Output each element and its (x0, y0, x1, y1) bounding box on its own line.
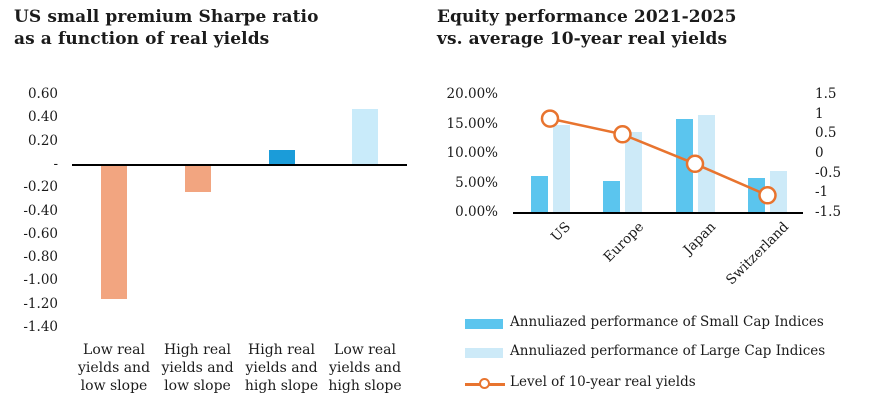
sharpe-y-axis-tick: -1.20 (23, 295, 58, 312)
legend-item: Annuliazed performance of Large Cap Indi… (465, 341, 865, 365)
sharpe-x-axis-label-line: yields and (161, 360, 234, 376)
sharpe-bar (352, 109, 378, 165)
sharpe-y-axis-tick: - (53, 155, 58, 172)
equity-left-y-axis-tick: 0.00% (455, 204, 498, 220)
legend-bar-swatch (465, 319, 503, 329)
equity-bar-large-cap (625, 131, 642, 212)
sharpe-x-axis-label-line: Low real (83, 342, 145, 358)
equity-x-axis-label: Japan (680, 219, 720, 258)
legend-label: Level of 10-year real yields (510, 374, 696, 390)
equity-left-y-axis-tick: 15.00% (446, 115, 498, 132)
sharpe-y-axis-tick: -1.40 (23, 319, 58, 335)
equity-bar-small-cap (603, 180, 620, 212)
legend-line-marker-icon (479, 378, 490, 389)
sharpe-y-axis-tick: 0.20 (27, 132, 58, 149)
sharpe-title-line-2: as a function of real yields (14, 29, 270, 49)
equity-left-y-axis-tick: 10.00% (446, 145, 498, 161)
sharpe-x-axis-label: Low real yields and low slope (69, 341, 159, 395)
sharpe-ratio-chart: US small premium Sharpe ratio as a funct… (0, 0, 430, 415)
sharpe-x-axis-label-line: high slope (328, 378, 402, 394)
sharpe-x-axis-label-line: Low real (334, 342, 396, 358)
sharpe-plot-area: 0.60 0.40 0.20 - -0.20 -0.40 -0.60 -0.80 -1.00 -1… (0, 0, 430, 415)
equity-chart-title: Equity performance 2021-2025 vs. average… (437, 6, 737, 50)
equity-right-y-axis-tick: 1 (815, 105, 824, 122)
sharpe-y-axis-tick: -0.40 (23, 202, 58, 219)
equity-plot-area: 20.00% 15.00% 10.00% 5.00% 0.00% 1.5 1 0.5 0 -0.5… (430, 0, 869, 415)
equity-right-y-axis-tick: 0.5 (815, 125, 837, 142)
sharpe-x-axis-label-line: yields and (77, 360, 151, 376)
legend-item: Level of 10-year real yields (465, 372, 865, 396)
sharpe-y-axis-tick: -1.00 (23, 272, 58, 289)
equity-bar-large-cap (770, 171, 787, 212)
real-yields-line (549, 117, 768, 197)
legend-bar-swatch (465, 348, 503, 358)
sharpe-x-axis-label: High real yields and low slope (153, 341, 243, 395)
sharpe-y-axis-tick: -0.20 (23, 179, 58, 196)
equity-right-y-axis-tick: 1.5 (815, 86, 837, 102)
equity-bar-small-cap (530, 175, 548, 212)
equity-right-y-axis-tick: -0.5 (815, 164, 842, 181)
equity-x-axis-label: US (548, 219, 575, 245)
equity-bar-large-cap (552, 125, 570, 212)
sharpe-x-axis-label-line: High real (164, 342, 231, 358)
sharpe-x-axis-label-line: High real (248, 342, 315, 358)
sharpe-x-axis-label-line: low slope (80, 378, 148, 394)
sharpe-y-axis-tick: -0.60 (23, 225, 58, 242)
equity-x-axis-label: Europe (600, 219, 647, 266)
equity-title-line-2: vs. average 10-year real yields (437, 29, 728, 49)
equity-bar-large-cap (697, 115, 715, 212)
sharpe-x-axis-label: High real yields and high slope (237, 341, 327, 395)
sharpe-x-axis-label-line: high slope (244, 378, 319, 394)
equity-performance-chart: Equity performance 2021-2025 vs. average… (430, 0, 869, 415)
equity-bar-small-cap (748, 177, 765, 212)
equity-right-y-axis-tick: -1 (815, 184, 829, 201)
equity-x-axis-label: Switzerland (722, 219, 792, 289)
legend-label: Annuliazed performance of Small Cap Indi… (510, 314, 824, 330)
sharpe-y-axis-tick: 0.60 (27, 86, 58, 102)
sharpe-x-axis-label-line: yields and (328, 360, 402, 376)
sharpe-x-axis-label-line: yields and (245, 360, 318, 376)
legend-label: Annuliazed performance of Large Cap Indi… (510, 343, 826, 359)
sharpe-chart-title: US small premium Sharpe ratio as a funct… (14, 6, 319, 50)
sharpe-bar (268, 149, 295, 165)
legend-item: Annuliazed performance of Small Cap Indi… (465, 312, 865, 336)
equity-title-line-1: Equity performance 2021-2025 (437, 7, 737, 27)
equity-left-y-axis-tick: 20.00% (446, 86, 498, 102)
sharpe-y-axis-tick: -0.80 (23, 249, 58, 266)
equity-baseline-axis (513, 211, 803, 214)
equity-right-y-axis-tick: 0 (815, 145, 824, 161)
sharpe-bar (184, 164, 211, 192)
equity-right-y-axis-tick: -1.5 (815, 204, 842, 220)
equity-left-y-axis-tick: 5.00% (455, 174, 498, 191)
sharpe-zero-axis-line (72, 163, 407, 166)
sharpe-bar (101, 164, 127, 299)
sharpe-title-line-1: US small premium Sharpe ratio (14, 7, 319, 27)
sharpe-x-axis-label: Low real yields and high slope (320, 341, 410, 395)
sharpe-x-axis-label-line: low slope (164, 378, 231, 394)
equity-bar-small-cap (675, 118, 693, 212)
sharpe-y-axis-tick: 0.40 (27, 109, 58, 126)
